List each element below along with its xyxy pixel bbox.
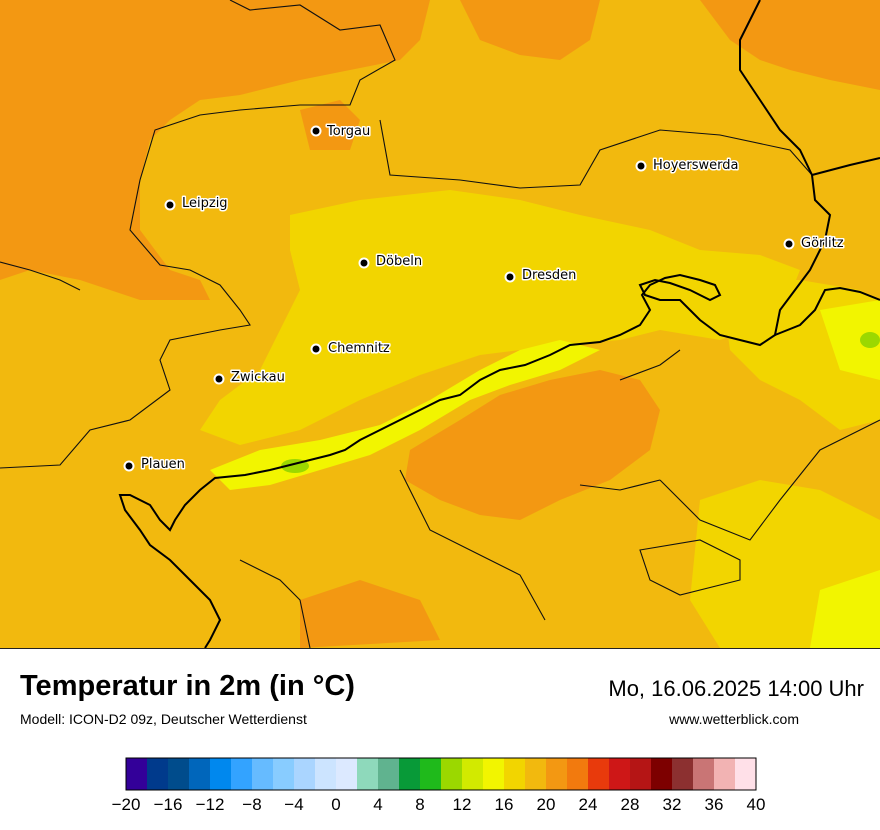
legend-color-swatch (441, 758, 463, 790)
city-hoyerswerda: Hoyerswerda (635, 157, 740, 175)
color-legend (125, 757, 757, 791)
forecast-datetime: Mo, 16.06.2025 14:00 Uhr (608, 676, 864, 701)
city-torgau: Torgau (310, 123, 372, 141)
legend-tick-label: 20 (536, 795, 556, 814)
city-goerlitz: Görlitz (783, 235, 845, 253)
city-marker (213, 373, 225, 385)
legend-color-swatch (420, 758, 442, 790)
legend-tick-label: −20 (111, 795, 141, 814)
legend-color-swatch (693, 758, 715, 790)
legend-color-swatch (546, 758, 568, 790)
orange-zone-north (460, 0, 600, 60)
legend-color-swatch (525, 758, 547, 790)
legend-tick-label: 0 (331, 795, 341, 814)
legend-color-swatch (252, 758, 274, 790)
legend-color-swatch (651, 758, 673, 790)
legend-tick-label: 32 (662, 795, 682, 814)
city-marker (123, 460, 135, 472)
legend-tick-label: 12 (452, 795, 472, 814)
city-label: Döbeln (376, 254, 422, 269)
city-marker (635, 160, 647, 172)
city-dresden: Dresden (504, 267, 578, 285)
legend-color-swatch (399, 758, 421, 790)
legend-color-swatch (714, 758, 736, 790)
legend-tick-label: 36 (704, 795, 724, 814)
legend-tick-label: 16 (494, 795, 514, 814)
city-marker (164, 199, 176, 211)
legend-color-swatch (630, 758, 652, 790)
city-label: Chemnitz (328, 341, 390, 356)
orange-zone-torgau (300, 100, 360, 150)
legend-color-swatch (189, 758, 211, 790)
legend-color-swatch (462, 758, 484, 790)
regional-borders (0, 0, 880, 648)
legend-color-swatch (315, 758, 337, 790)
legend-tick-label: 24 (578, 795, 598, 814)
city-marker (310, 125, 322, 137)
legend-tick-label: −12 (195, 795, 225, 814)
national-border (118, 0, 832, 648)
orange-zone-west (0, 0, 430, 300)
yellow-zone-central (200, 190, 800, 445)
city-marker (310, 343, 322, 355)
city-leipzig: Leipzig (164, 195, 229, 213)
city-label: Dresden (522, 268, 576, 283)
legend-color-swatch (504, 758, 526, 790)
cool-yellow-ridge (210, 340, 600, 490)
national-border-east2 (774, 286, 880, 336)
cool-yellow-east (820, 300, 880, 380)
legend-color-swatch (378, 758, 400, 790)
temperature-map: Torgau Hoyerswerda Leipzig Görlitz Döbel… (0, 0, 880, 649)
legend-border (125, 757, 757, 791)
legend-tick-label: −16 (153, 795, 183, 814)
website-label: www.wetterblick.com (669, 711, 799, 727)
national-border-east (811, 157, 880, 176)
legend-color-swatch (126, 758, 148, 790)
legend-tick-label: 8 (415, 795, 425, 814)
legend-color-swatch (609, 758, 631, 790)
city-doebeln: Döbeln (358, 253, 424, 271)
city-label: Zwickau (231, 370, 285, 385)
city-label: Torgau (326, 124, 370, 139)
city-label: Leipzig (182, 196, 228, 211)
legend-tick-label: −8 (242, 795, 262, 814)
legend-color-swatch (273, 758, 295, 790)
legend-color-swatch (735, 758, 757, 790)
city-marker (358, 257, 370, 269)
orange-zone-northeast (700, 0, 880, 90)
legend-color-swatch (231, 758, 253, 790)
legend-color-swatch (672, 758, 694, 790)
legend-tick-label: 28 (620, 795, 640, 814)
city-label: Hoyerswerda (653, 158, 739, 173)
cool-yellow-southeast (810, 570, 880, 648)
city-label: Görlitz (801, 236, 844, 251)
city-plauen: Plauen (123, 456, 186, 474)
legend-color-swatch (294, 758, 316, 790)
model-source: Modell: ICON-D2 09z, Deutscher Wetterdie… (20, 711, 307, 727)
city-chemnitz: Chemnitz (310, 340, 391, 358)
city-zwickau: Zwickau (213, 369, 286, 387)
legend-color-swatch (168, 758, 190, 790)
legend-color-swatch (336, 758, 358, 790)
legend-color-swatch (147, 758, 169, 790)
city-label: Plauen (141, 457, 185, 472)
legend-color-swatch (483, 758, 505, 790)
green-spot-east (860, 332, 880, 348)
legend-tick-label: 40 (746, 795, 766, 814)
orange-zone-erzgebirge (405, 370, 660, 520)
city-marker (504, 271, 516, 283)
city-marker (783, 238, 795, 250)
legend-color-swatch (357, 758, 379, 790)
map-title: Temperatur in 2m (in °C) (20, 670, 355, 702)
legend-tick-label: 4 (373, 795, 383, 814)
legend-color-swatch (588, 758, 610, 790)
orange-zone-south (300, 580, 440, 648)
legend-color-swatch (210, 758, 232, 790)
legend-tick-label: −4 (284, 795, 304, 814)
legend-color-swatch (567, 758, 589, 790)
